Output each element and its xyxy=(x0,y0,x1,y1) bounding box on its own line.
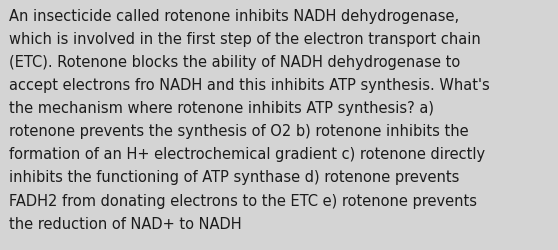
Text: rotenone prevents the synthesis of O2 b) rotenone inhibits the: rotenone prevents the synthesis of O2 b)… xyxy=(9,124,469,139)
Text: inhibits the functioning of ATP synthase d) rotenone prevents: inhibits the functioning of ATP synthase… xyxy=(9,170,459,185)
Text: formation of an H+ electrochemical gradient c) rotenone directly: formation of an H+ electrochemical gradi… xyxy=(9,147,485,162)
Text: which is involved in the first step of the electron transport chain: which is involved in the first step of t… xyxy=(9,32,480,47)
Text: An insecticide called rotenone inhibits NADH dehydrogenase,: An insecticide called rotenone inhibits … xyxy=(9,9,459,24)
Text: (ETC). Rotenone blocks the ability of NADH dehydrogenase to: (ETC). Rotenone blocks the ability of NA… xyxy=(9,55,460,70)
Text: the mechanism where rotenone inhibits ATP synthesis? a): the mechanism where rotenone inhibits AT… xyxy=(9,101,434,116)
Text: the reduction of NAD+ to NADH: the reduction of NAD+ to NADH xyxy=(9,216,242,231)
Text: accept electrons fro NADH and this inhibits ATP synthesis. What's: accept electrons fro NADH and this inhib… xyxy=(9,78,490,93)
Text: FADH2 from donating electrons to the ETC e) rotenone prevents: FADH2 from donating electrons to the ETC… xyxy=(9,193,477,208)
